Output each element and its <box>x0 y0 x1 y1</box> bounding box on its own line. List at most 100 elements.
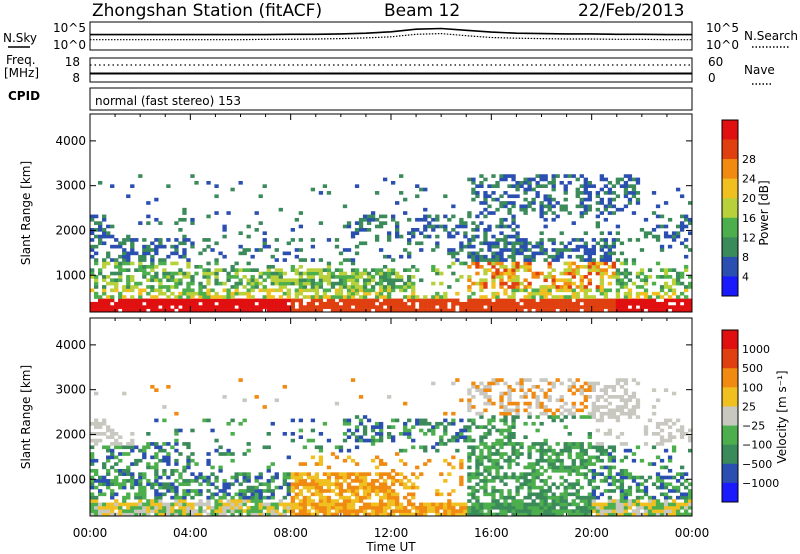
heatmap-cell <box>110 281 115 286</box>
heatmap-cell <box>467 418 472 423</box>
heatmap-cell <box>495 489 500 493</box>
heatmap-cell <box>667 418 673 423</box>
heatmap-cell <box>527 180 532 185</box>
heatmap-cell <box>346 305 352 309</box>
heatmap-cell <box>158 448 163 453</box>
heatmap-cell <box>591 405 596 409</box>
heatmap-cell <box>515 475 520 480</box>
heatmap-cell <box>174 281 179 286</box>
heatmap-cell <box>531 421 536 426</box>
heatmap-cell <box>334 288 340 293</box>
heatmap-cell <box>178 281 183 286</box>
heatmap-cell <box>535 191 540 195</box>
heatmap-cell <box>607 191 613 195</box>
heatmap-cell <box>679 482 685 487</box>
heatmap-cell <box>475 505 480 510</box>
heatmap-cell <box>507 398 512 403</box>
heatmap-cell <box>491 258 496 262</box>
heatmap-cell <box>174 512 179 517</box>
heatmap-cell <box>491 275 496 279</box>
heatmap-cell <box>475 509 480 513</box>
heatmap-cell <box>106 458 111 463</box>
heatmap-cell <box>483 191 488 195</box>
heatmap-cell <box>679 291 685 296</box>
heatmap-cell <box>527 479 532 483</box>
heatmap-cell <box>627 475 633 480</box>
heatmap-cell <box>615 224 621 229</box>
heatmap-cell <box>603 261 609 266</box>
heatmap-cell <box>326 479 332 483</box>
heatmap-cell <box>667 432 673 436</box>
heatmap-cell <box>395 271 400 276</box>
heatmap-cell <box>631 211 637 215</box>
heatmap-cell <box>302 258 308 262</box>
heatmap-cell <box>491 301 496 306</box>
heatmap-cell <box>567 180 572 185</box>
heatmap-cell <box>178 268 183 272</box>
heatmap-cell <box>475 224 480 229</box>
heatmap-cell <box>98 489 103 493</box>
heatmap-cell <box>222 512 227 517</box>
heatmap-cell <box>555 495 560 500</box>
heatmap-cell <box>302 285 308 289</box>
heatmap-cell <box>98 432 103 436</box>
heatmap-cell <box>290 238 295 242</box>
heatmap-cell <box>447 231 452 236</box>
heatmap-cell <box>667 455 673 460</box>
heatmap-cell <box>154 298 159 303</box>
heatmap-cell <box>318 482 324 487</box>
heatmap-cell <box>270 305 275 309</box>
heatmap-cell <box>90 305 95 309</box>
heatmap-cell <box>407 251 412 256</box>
heatmap-cell <box>150 502 155 507</box>
heatmap-cell <box>162 472 167 476</box>
heatmap-cell <box>330 281 336 286</box>
heatmap-cell <box>475 445 480 450</box>
heatmap-cell <box>411 495 416 500</box>
heatmap-cell <box>539 305 544 309</box>
heatmap-cell <box>350 234 356 239</box>
heatmap-cell <box>603 301 609 306</box>
heatmap-cell <box>322 472 328 476</box>
heatmap-cell <box>338 492 344 497</box>
heatmap-cell <box>491 502 496 507</box>
heatmap-cell <box>451 261 456 266</box>
heatmap-cell <box>90 502 95 507</box>
heatmap-cell <box>451 254 456 259</box>
heatmap-cell <box>651 211 657 215</box>
heatmap-cell <box>378 458 384 463</box>
heatmap-cell <box>655 502 661 507</box>
heatmap-cell <box>543 378 548 382</box>
heatmap-cell <box>519 485 524 490</box>
heatmap-cell <box>471 475 476 480</box>
heatmap-cell <box>639 458 645 463</box>
heatmap-cell <box>647 301 653 306</box>
heatmap-cell <box>294 298 299 303</box>
heatmap-cell <box>507 442 512 446</box>
heatmap-cell <box>419 418 424 423</box>
heatmap-cell <box>631 509 637 513</box>
heatmap-cell <box>579 462 584 466</box>
heatmap-cell <box>463 261 468 266</box>
heatmap-cell <box>659 285 665 289</box>
heatmap-cell <box>607 475 613 480</box>
heatmap-cell <box>491 489 496 493</box>
heatmap-cell <box>683 244 689 249</box>
heatmap-cell <box>559 308 564 313</box>
heatmap-cell <box>166 275 171 279</box>
heatmap-cell <box>559 305 564 309</box>
heatmap-cell <box>523 408 528 413</box>
heatmap-cell <box>334 505 340 510</box>
heatmap-cell <box>607 452 613 456</box>
heatmap-cell <box>551 281 556 286</box>
heatmap-cell <box>214 211 219 215</box>
heatmap-cell <box>411 275 416 279</box>
heatmap-cell <box>507 301 512 306</box>
heatmap-cell <box>302 482 308 487</box>
heatmap-cell <box>607 395 613 399</box>
heatmap-cell <box>595 288 600 293</box>
heatmap-cell <box>447 499 452 503</box>
heatmap-cell <box>186 509 191 513</box>
heatmap-cell <box>615 180 621 185</box>
heatmap-cell <box>222 492 227 497</box>
